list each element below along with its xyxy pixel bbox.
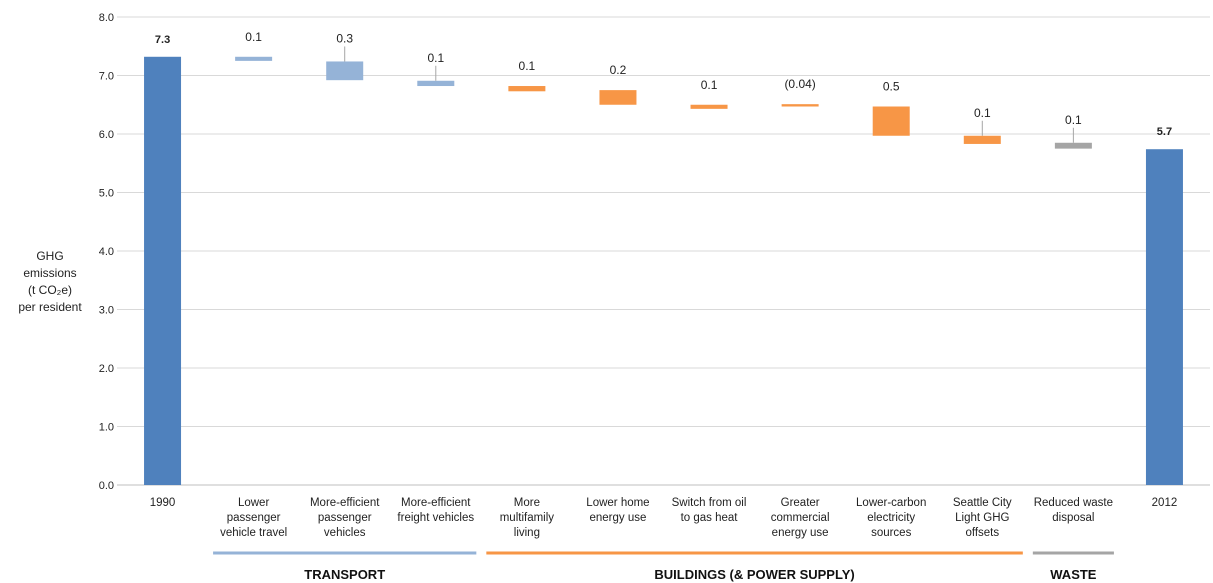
y-axis-label-line: emissions [23,266,77,280]
bar [235,56,273,61]
x-category-label: sources [871,527,912,539]
x-category-label: passenger [318,512,372,524]
data-label: 5.7 [1157,126,1172,138]
x-category-label: freight vehicles [397,512,474,524]
x-category-label: Lower-carbon [856,497,926,509]
x-category-label: Reduced waste [1034,497,1113,509]
x-category-label: passenger [227,512,281,524]
data-label: 0.1 [519,59,536,73]
bar [1145,149,1183,485]
x-category-label: disposal [1052,512,1094,524]
x-category-label: 1990 [150,497,176,509]
bar [781,104,819,107]
data-label: 0.1 [701,78,718,92]
bar [1054,142,1092,149]
bar [508,86,546,92]
x-category-label: offsets [965,527,999,539]
group-label: BUILDINGS (& POWER SUPPLY) [654,567,854,582]
x-category-label: Greater [781,497,820,509]
y-tick-label: 2.0 [99,363,114,375]
y-axis-label-line: (t CO₂e) [28,283,72,297]
data-label: 0.1 [974,106,991,120]
x-category-label: Lower [238,497,269,509]
y-tick-label: 8.0 [99,12,114,24]
x-category-label: living [514,527,540,539]
y-axis-label-line: GHG [36,249,64,263]
data-label: 0.5 [883,80,900,94]
y-tick-label: 5.0 [99,188,114,200]
bar [144,56,182,485]
group-label: WASTE [1050,567,1097,582]
x-category-label: to gas heat [681,512,739,524]
x-category-label: commercial [771,512,830,524]
x-category-label: energy use [590,512,647,524]
y-tick-label: 4.0 [99,246,114,258]
x-category-label: 2012 [1152,497,1178,509]
data-label: 7.3 [155,34,170,46]
x-category-label: vehicles [324,527,366,539]
x-category-label: Seattle City [953,497,1012,509]
x-category-label: More-efficient [310,497,380,509]
y-tick-label: 1.0 [99,422,114,434]
data-label: 0.1 [1065,113,1082,127]
data-label: (0.04) [784,77,815,91]
bar [690,104,728,109]
bar [963,135,1001,144]
x-category-label: multifamily [500,512,555,524]
data-label: 0.2 [610,63,627,77]
y-tick-label: 6.0 [99,129,114,141]
group-label: TRANSPORT [304,567,385,582]
y-tick-label: 0.0 [99,480,114,492]
data-label: 0.1 [245,30,262,44]
x-category-label: vehicle travel [220,527,287,539]
data-label: 0.1 [427,51,444,65]
x-category-label: electricity [867,512,915,524]
y-tick-label: 3.0 [99,305,114,317]
bar [872,106,910,136]
x-category-label: Switch from oil [672,497,747,509]
data-label: 0.3 [336,31,353,45]
y-tick-label: 7.0 [99,71,114,83]
y-axis-label: GHG emissions (t CO₂e) per resident [0,248,100,316]
bar [326,61,364,81]
x-category-label: More-efficient [401,497,471,509]
x-category-label: Light GHG [955,512,1009,524]
x-category-label: energy use [772,527,829,539]
bar [599,90,637,105]
x-category-label: More [514,497,540,509]
bar [417,80,455,87]
y-axis-label-line: per resident [18,300,82,314]
x-category-label: Lower home [586,497,649,509]
